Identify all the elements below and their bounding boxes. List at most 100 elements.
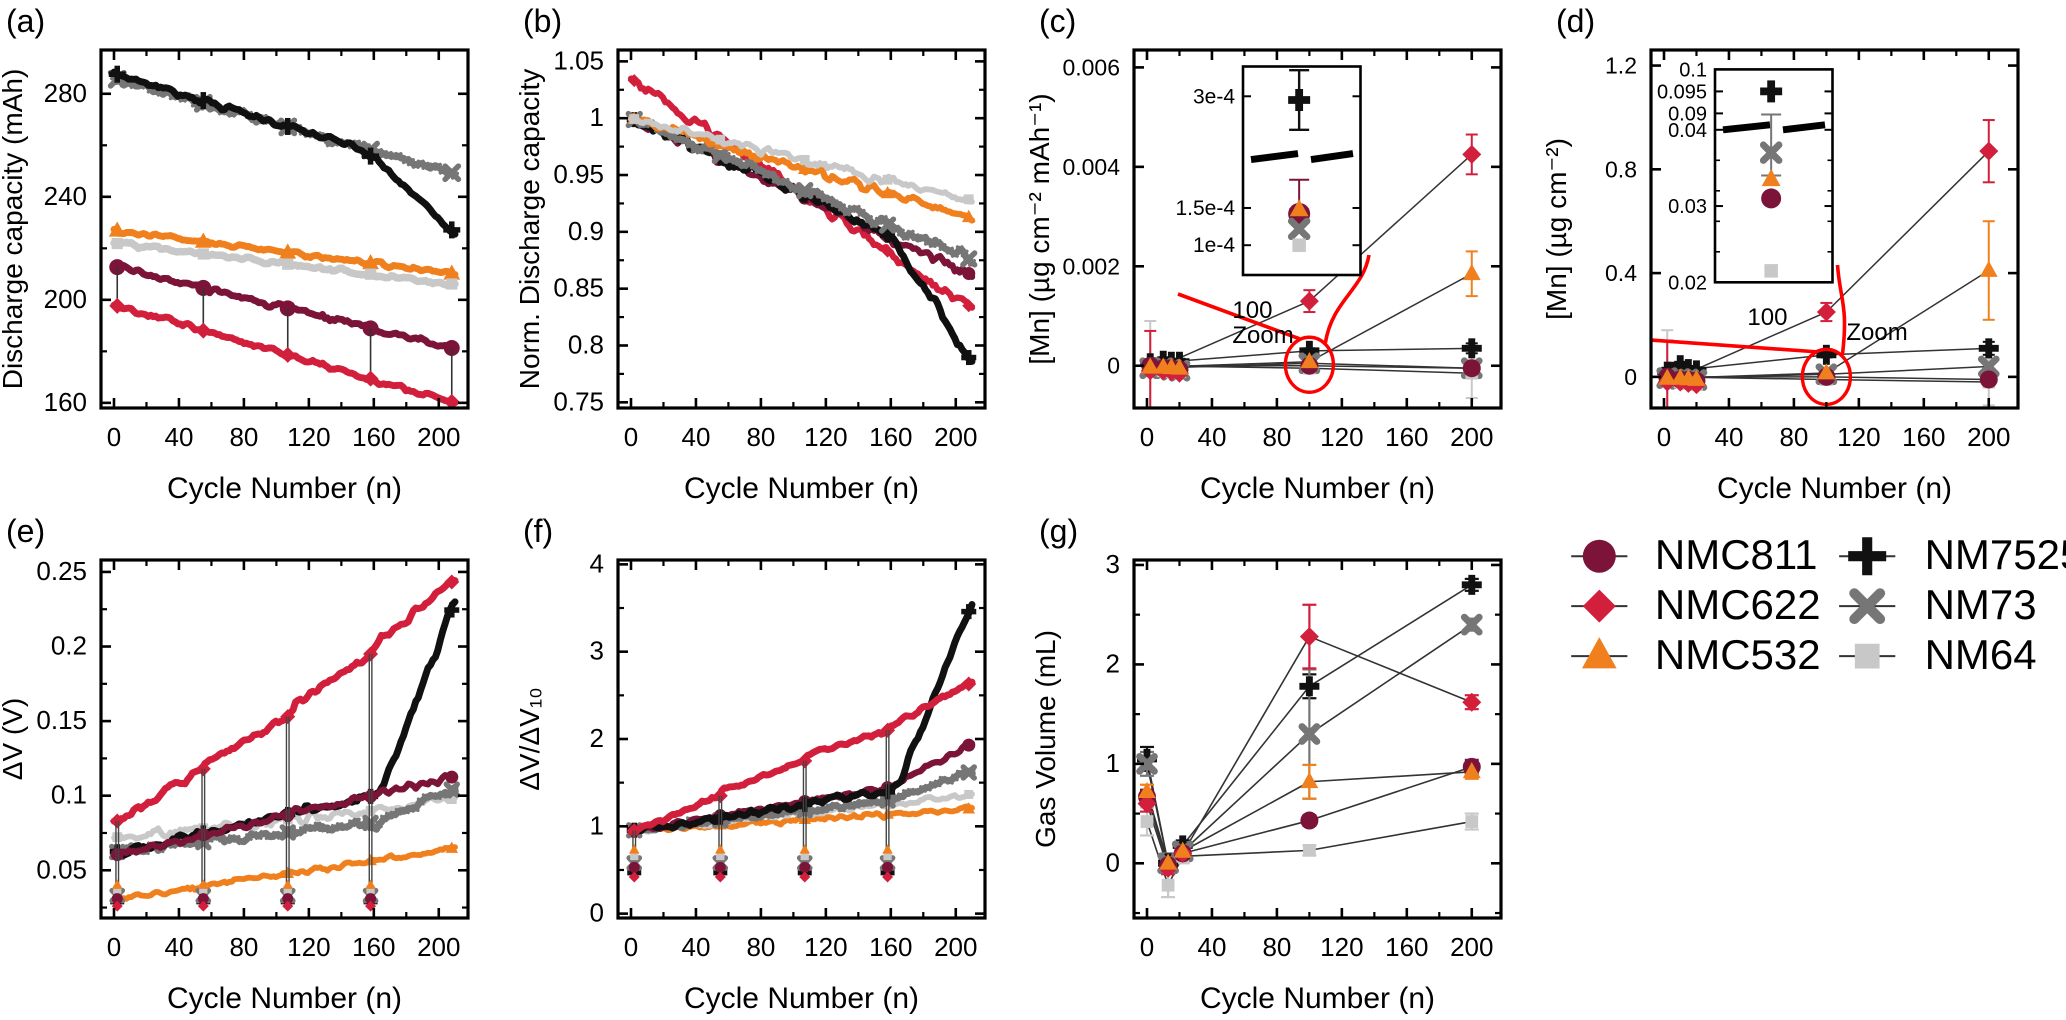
- svg-text:0: 0: [623, 932, 637, 962]
- svg-text:40: 40: [164, 932, 193, 962]
- svg-text:40: 40: [1197, 422, 1226, 452]
- svg-text:0.004: 0.004: [1062, 154, 1120, 180]
- svg-text:(c): (c): [1039, 3, 1076, 39]
- svg-text:80: 80: [229, 932, 258, 962]
- svg-text:1: 1: [1106, 748, 1120, 778]
- svg-text:160: 160: [869, 422, 912, 452]
- svg-text:Cycle Number (n): Cycle Number (n): [167, 982, 402, 1015]
- svg-text:80: 80: [746, 932, 775, 962]
- svg-text:80: 80: [1262, 932, 1291, 962]
- svg-text:(g): (g): [1039, 513, 1078, 549]
- svg-text:Cycle Number (n): Cycle Number (n): [1716, 472, 1951, 505]
- svg-text:(a): (a): [6, 3, 45, 39]
- svg-text:200: 200: [1450, 932, 1493, 962]
- svg-text:80: 80: [1262, 422, 1291, 452]
- svg-text:Zoom: Zoom: [1232, 322, 1293, 349]
- svg-text:160: 160: [1902, 422, 1945, 452]
- svg-text:2: 2: [589, 723, 603, 753]
- svg-text:0.4: 0.4: [1605, 260, 1637, 286]
- svg-text:40: 40: [164, 422, 193, 452]
- svg-text:1: 1: [589, 810, 603, 840]
- svg-text:0: 0: [1656, 422, 1670, 452]
- svg-text:NMC811: NMC811: [1654, 531, 1817, 578]
- svg-text:160: 160: [1385, 932, 1428, 962]
- svg-text:0.95: 0.95: [553, 159, 604, 189]
- svg-text:0: 0: [1140, 422, 1154, 452]
- svg-text:Norm. Discharge capacity: Norm. Discharge capacity: [514, 69, 545, 390]
- svg-text:0.1: 0.1: [51, 780, 87, 810]
- svg-text:80: 80: [746, 422, 775, 452]
- svg-text:ΔV (V): ΔV (V): [0, 698, 28, 780]
- svg-text:4: 4: [589, 548, 603, 578]
- svg-text:0.8: 0.8: [1605, 156, 1637, 182]
- svg-text:2: 2: [1106, 648, 1120, 678]
- svg-text:120: 120: [287, 932, 330, 962]
- svg-text:160: 160: [352, 422, 395, 452]
- svg-text:[Mn] (µg cm⁻² mAh⁻¹): [Mn] (µg cm⁻² mAh⁻¹): [1024, 93, 1055, 364]
- svg-text:Cycle Number (n): Cycle Number (n): [167, 472, 402, 505]
- svg-text:0.8: 0.8: [567, 329, 603, 359]
- svg-text:120: 120: [1837, 422, 1880, 452]
- svg-text:0.75: 0.75: [553, 386, 604, 416]
- svg-text:120: 120: [1320, 422, 1363, 452]
- svg-text:[Mn] (µg cm⁻²): [Mn] (µg cm⁻²): [1541, 138, 1572, 320]
- svg-text:0.006: 0.006: [1062, 54, 1120, 80]
- svg-text:NM7525: NM7525: [1924, 531, 2066, 578]
- svg-text:40: 40: [681, 422, 710, 452]
- svg-text:0.15: 0.15: [36, 705, 87, 735]
- svg-text:(f): (f): [523, 513, 553, 549]
- svg-text:0: 0: [107, 422, 121, 452]
- svg-text:Cycle Number (n): Cycle Number (n): [1200, 982, 1435, 1015]
- svg-text:0.002: 0.002: [1062, 253, 1120, 279]
- svg-text:200: 200: [417, 932, 460, 962]
- svg-text:40: 40: [681, 932, 710, 962]
- svg-text:Zoom: Zoom: [1846, 319, 1907, 346]
- svg-text:120: 120: [287, 422, 330, 452]
- svg-text:0: 0: [623, 422, 637, 452]
- svg-text:0.9: 0.9: [567, 216, 603, 246]
- svg-text:0.05: 0.05: [36, 854, 87, 884]
- svg-text:160: 160: [352, 932, 395, 962]
- svg-text:160: 160: [1385, 422, 1428, 452]
- svg-text:160: 160: [44, 387, 87, 417]
- svg-text:200: 200: [417, 422, 460, 452]
- svg-text:200: 200: [1967, 422, 2010, 452]
- svg-text:40: 40: [1714, 422, 1743, 452]
- svg-text:3e-4: 3e-4: [1193, 85, 1235, 108]
- svg-text:NMC622: NMC622: [1654, 581, 1820, 628]
- svg-text:280: 280: [44, 78, 87, 108]
- svg-text:ΔV/ΔV₁₀: ΔV/ΔV₁₀: [514, 687, 545, 791]
- svg-text:0.02: 0.02: [1668, 272, 1707, 294]
- svg-text:0.85: 0.85: [553, 273, 604, 303]
- svg-text:40: 40: [1197, 932, 1226, 962]
- svg-text:1.5e-4: 1.5e-4: [1175, 197, 1235, 220]
- svg-text:100: 100: [1747, 304, 1787, 331]
- svg-text:NM73: NM73: [1924, 581, 2036, 628]
- svg-text:80: 80: [1779, 422, 1808, 452]
- svg-text:Cycle Number (n): Cycle Number (n): [1200, 472, 1435, 505]
- svg-text:Gas Volume (mL): Gas Volume (mL): [1030, 630, 1061, 848]
- svg-text:120: 120: [804, 932, 847, 962]
- svg-text:3: 3: [589, 636, 603, 666]
- svg-text:NMC532: NMC532: [1654, 631, 1820, 678]
- svg-text:100: 100: [1232, 297, 1272, 324]
- svg-text:Discharge capacity (mAh): Discharge capacity (mAh): [0, 69, 28, 390]
- svg-text:200: 200: [44, 284, 87, 314]
- svg-text:0.25: 0.25: [36, 556, 87, 586]
- svg-text:0.2: 0.2: [51, 631, 87, 661]
- svg-text:0.095: 0.095: [1656, 81, 1706, 103]
- svg-text:(d): (d): [1556, 3, 1595, 39]
- svg-text:NM64: NM64: [1924, 631, 2036, 678]
- svg-text:0: 0: [1140, 932, 1154, 962]
- svg-text:0: 0: [107, 932, 121, 962]
- svg-text:1: 1: [589, 102, 603, 132]
- svg-text:0: 0: [589, 898, 603, 928]
- svg-text:0: 0: [1106, 847, 1120, 877]
- svg-text:200: 200: [1450, 422, 1493, 452]
- svg-text:160: 160: [869, 932, 912, 962]
- svg-text:0.1: 0.1: [1679, 59, 1707, 81]
- svg-text:240: 240: [44, 181, 87, 211]
- svg-text:(b): (b): [523, 3, 562, 39]
- svg-text:200: 200: [934, 932, 977, 962]
- svg-text:1.05: 1.05: [553, 45, 604, 75]
